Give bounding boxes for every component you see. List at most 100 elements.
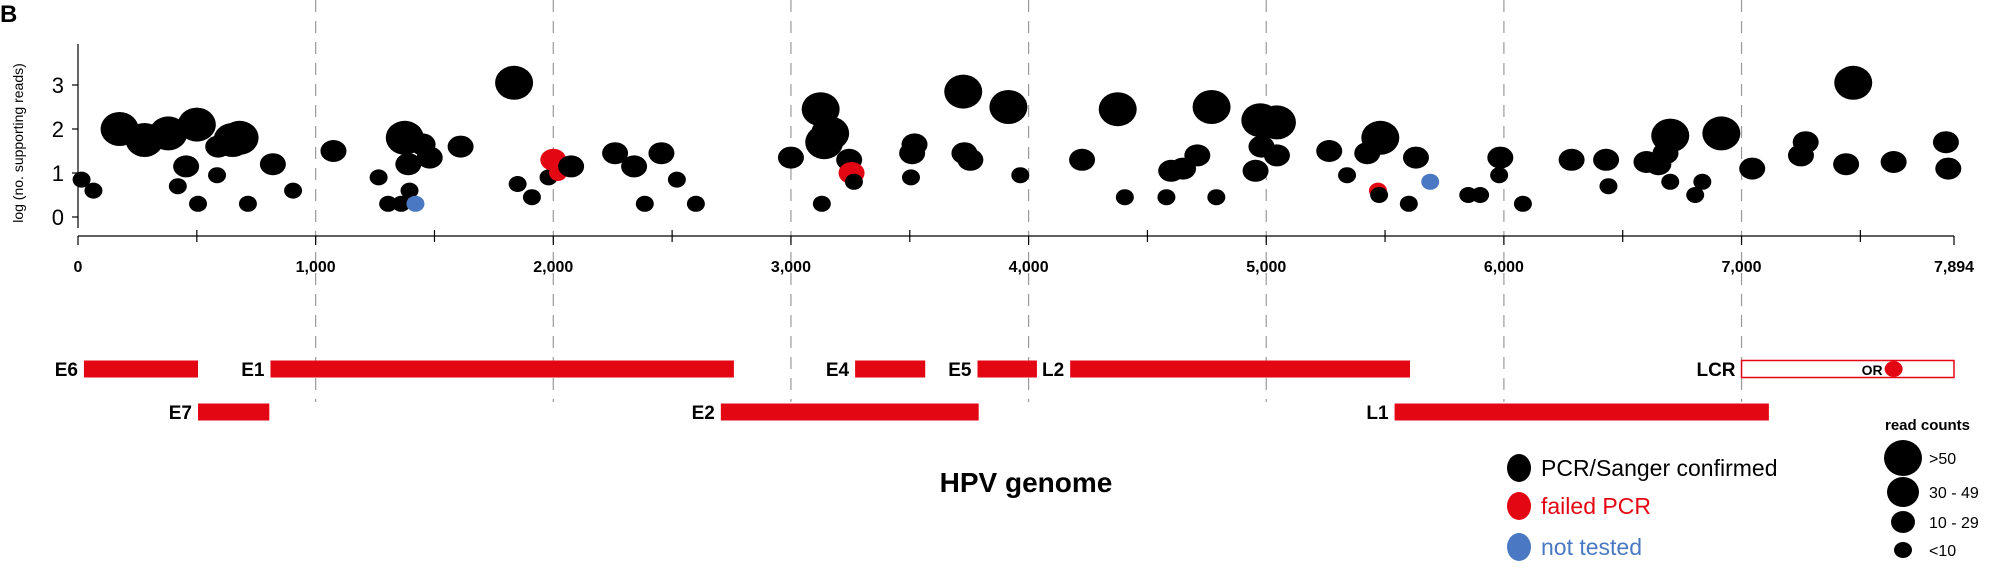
data-point bbox=[1399, 195, 1418, 212]
data-point bbox=[1880, 151, 1907, 173]
data-point bbox=[1686, 187, 1705, 203]
gene-map: E6 E7 E1 E2 E4 E5 L2 L1 LCR OR bbox=[55, 359, 1955, 424]
data-point bbox=[1011, 167, 1030, 184]
gene-bar bbox=[720, 403, 979, 421]
gene-bar bbox=[855, 360, 926, 378]
status-legend-marker bbox=[1507, 492, 1531, 520]
panel-label: B bbox=[0, 1, 17, 28]
gene-label: E6 bbox=[55, 360, 78, 381]
y-tick-label: 2 bbox=[52, 117, 64, 142]
data-point bbox=[957, 148, 984, 171]
gene-bar bbox=[1070, 360, 1411, 378]
data-point bbox=[1069, 148, 1096, 171]
data-point bbox=[1834, 65, 1873, 100]
data-point bbox=[635, 195, 654, 212]
x-tick-label: 1,000 bbox=[296, 259, 336, 276]
size-legend-marker bbox=[1884, 440, 1922, 476]
x-tick-label: 7,000 bbox=[1722, 259, 1762, 276]
data-point bbox=[648, 142, 675, 165]
gene-bar bbox=[977, 360, 1037, 378]
data-point bbox=[1651, 118, 1690, 153]
size-legend-marker bbox=[1887, 477, 1919, 507]
gene-bar bbox=[83, 360, 199, 378]
data-point bbox=[416, 146, 443, 169]
data-point bbox=[1242, 159, 1269, 182]
data-point bbox=[1192, 90, 1231, 124]
data-point bbox=[72, 171, 91, 188]
status-legend-label: PCR/Sanger confirmed bbox=[1541, 455, 1778, 481]
size-legend-label: 30 - 49 bbox=[1929, 485, 1979, 502]
gene-bar bbox=[198, 403, 270, 421]
status-legend: PCR/Sanger confirmed failed PCR not tested bbox=[1507, 454, 1778, 561]
data-point bbox=[1361, 120, 1400, 155]
x-tick-label: 0 bbox=[74, 259, 83, 276]
data-point bbox=[1263, 144, 1290, 167]
x-tick-label: 3,000 bbox=[771, 259, 811, 276]
data-point bbox=[392, 195, 411, 212]
size-legend-label: <10 bbox=[1929, 543, 1956, 560]
data-points bbox=[72, 65, 1962, 212]
gene-label: L1 bbox=[1366, 403, 1389, 424]
size-legend-title: read counts bbox=[1885, 417, 1970, 434]
data-point bbox=[1257, 105, 1296, 140]
data-point bbox=[901, 133, 928, 156]
gene-label: E5 bbox=[948, 360, 972, 381]
x-tick-label: 6,000 bbox=[1484, 259, 1524, 276]
data-point bbox=[177, 107, 216, 142]
data-point bbox=[1184, 144, 1211, 167]
gene-label: L2 bbox=[1042, 360, 1064, 381]
data-point bbox=[686, 195, 705, 212]
data-point bbox=[149, 116, 188, 151]
gridlines bbox=[315, 0, 1743, 402]
origin-marker bbox=[1884, 361, 1903, 377]
data-point bbox=[1593, 148, 1620, 171]
gene-label: E7 bbox=[169, 403, 192, 424]
y-tick-label: 1 bbox=[52, 161, 64, 186]
data-point bbox=[1792, 131, 1819, 154]
status-legend-label: failed PCR bbox=[1541, 493, 1651, 519]
gene-label: E4 bbox=[826, 360, 850, 381]
data-point bbox=[1421, 173, 1440, 190]
y-tick-label: 3 bbox=[52, 73, 64, 98]
status-legend-label: not tested bbox=[1541, 534, 1642, 560]
data-point bbox=[1935, 157, 1962, 180]
data-point bbox=[1693, 173, 1712, 190]
data-point bbox=[1316, 140, 1343, 162]
x-axis-title: HPV genome bbox=[940, 467, 1113, 498]
size-legend-label: 10 - 29 bbox=[1929, 515, 1979, 532]
data-point bbox=[400, 182, 419, 199]
data-point bbox=[1402, 146, 1429, 169]
data-point bbox=[259, 153, 286, 176]
data-point bbox=[1661, 173, 1680, 190]
x-tick-label: 4,000 bbox=[1009, 259, 1049, 276]
data-point bbox=[844, 173, 863, 190]
data-point bbox=[1513, 195, 1532, 212]
status-legend-marker bbox=[1507, 454, 1531, 482]
data-point bbox=[1338, 167, 1357, 184]
data-point bbox=[1115, 189, 1134, 206]
data-point bbox=[238, 195, 257, 212]
data-point bbox=[602, 142, 629, 165]
data-point bbox=[284, 182, 303, 199]
y-axis-label: log (no. supporting reads) bbox=[10, 63, 26, 223]
data-point bbox=[621, 155, 648, 178]
data-point bbox=[1471, 187, 1490, 203]
gene-bar bbox=[270, 360, 734, 378]
data-point bbox=[667, 171, 686, 188]
data-point bbox=[1490, 167, 1509, 184]
axes: 0 1 2 3 0 1,000 2,000 3,000 4,000 5,000 6,000 7,000… bbox=[52, 44, 1974, 276]
data-point bbox=[1157, 189, 1176, 206]
data-point bbox=[944, 74, 983, 109]
data-point bbox=[406, 195, 425, 212]
gene-label: E2 bbox=[692, 403, 715, 424]
origin-label: OR bbox=[1862, 362, 1883, 378]
data-point bbox=[447, 135, 474, 158]
data-point bbox=[901, 169, 920, 186]
data-point bbox=[369, 169, 388, 186]
y-tick-label: 0 bbox=[52, 205, 64, 230]
data-point bbox=[1739, 157, 1766, 180]
data-point bbox=[1207, 189, 1226, 206]
data-point bbox=[395, 153, 422, 176]
x-tick-label: 5,000 bbox=[1246, 259, 1286, 276]
